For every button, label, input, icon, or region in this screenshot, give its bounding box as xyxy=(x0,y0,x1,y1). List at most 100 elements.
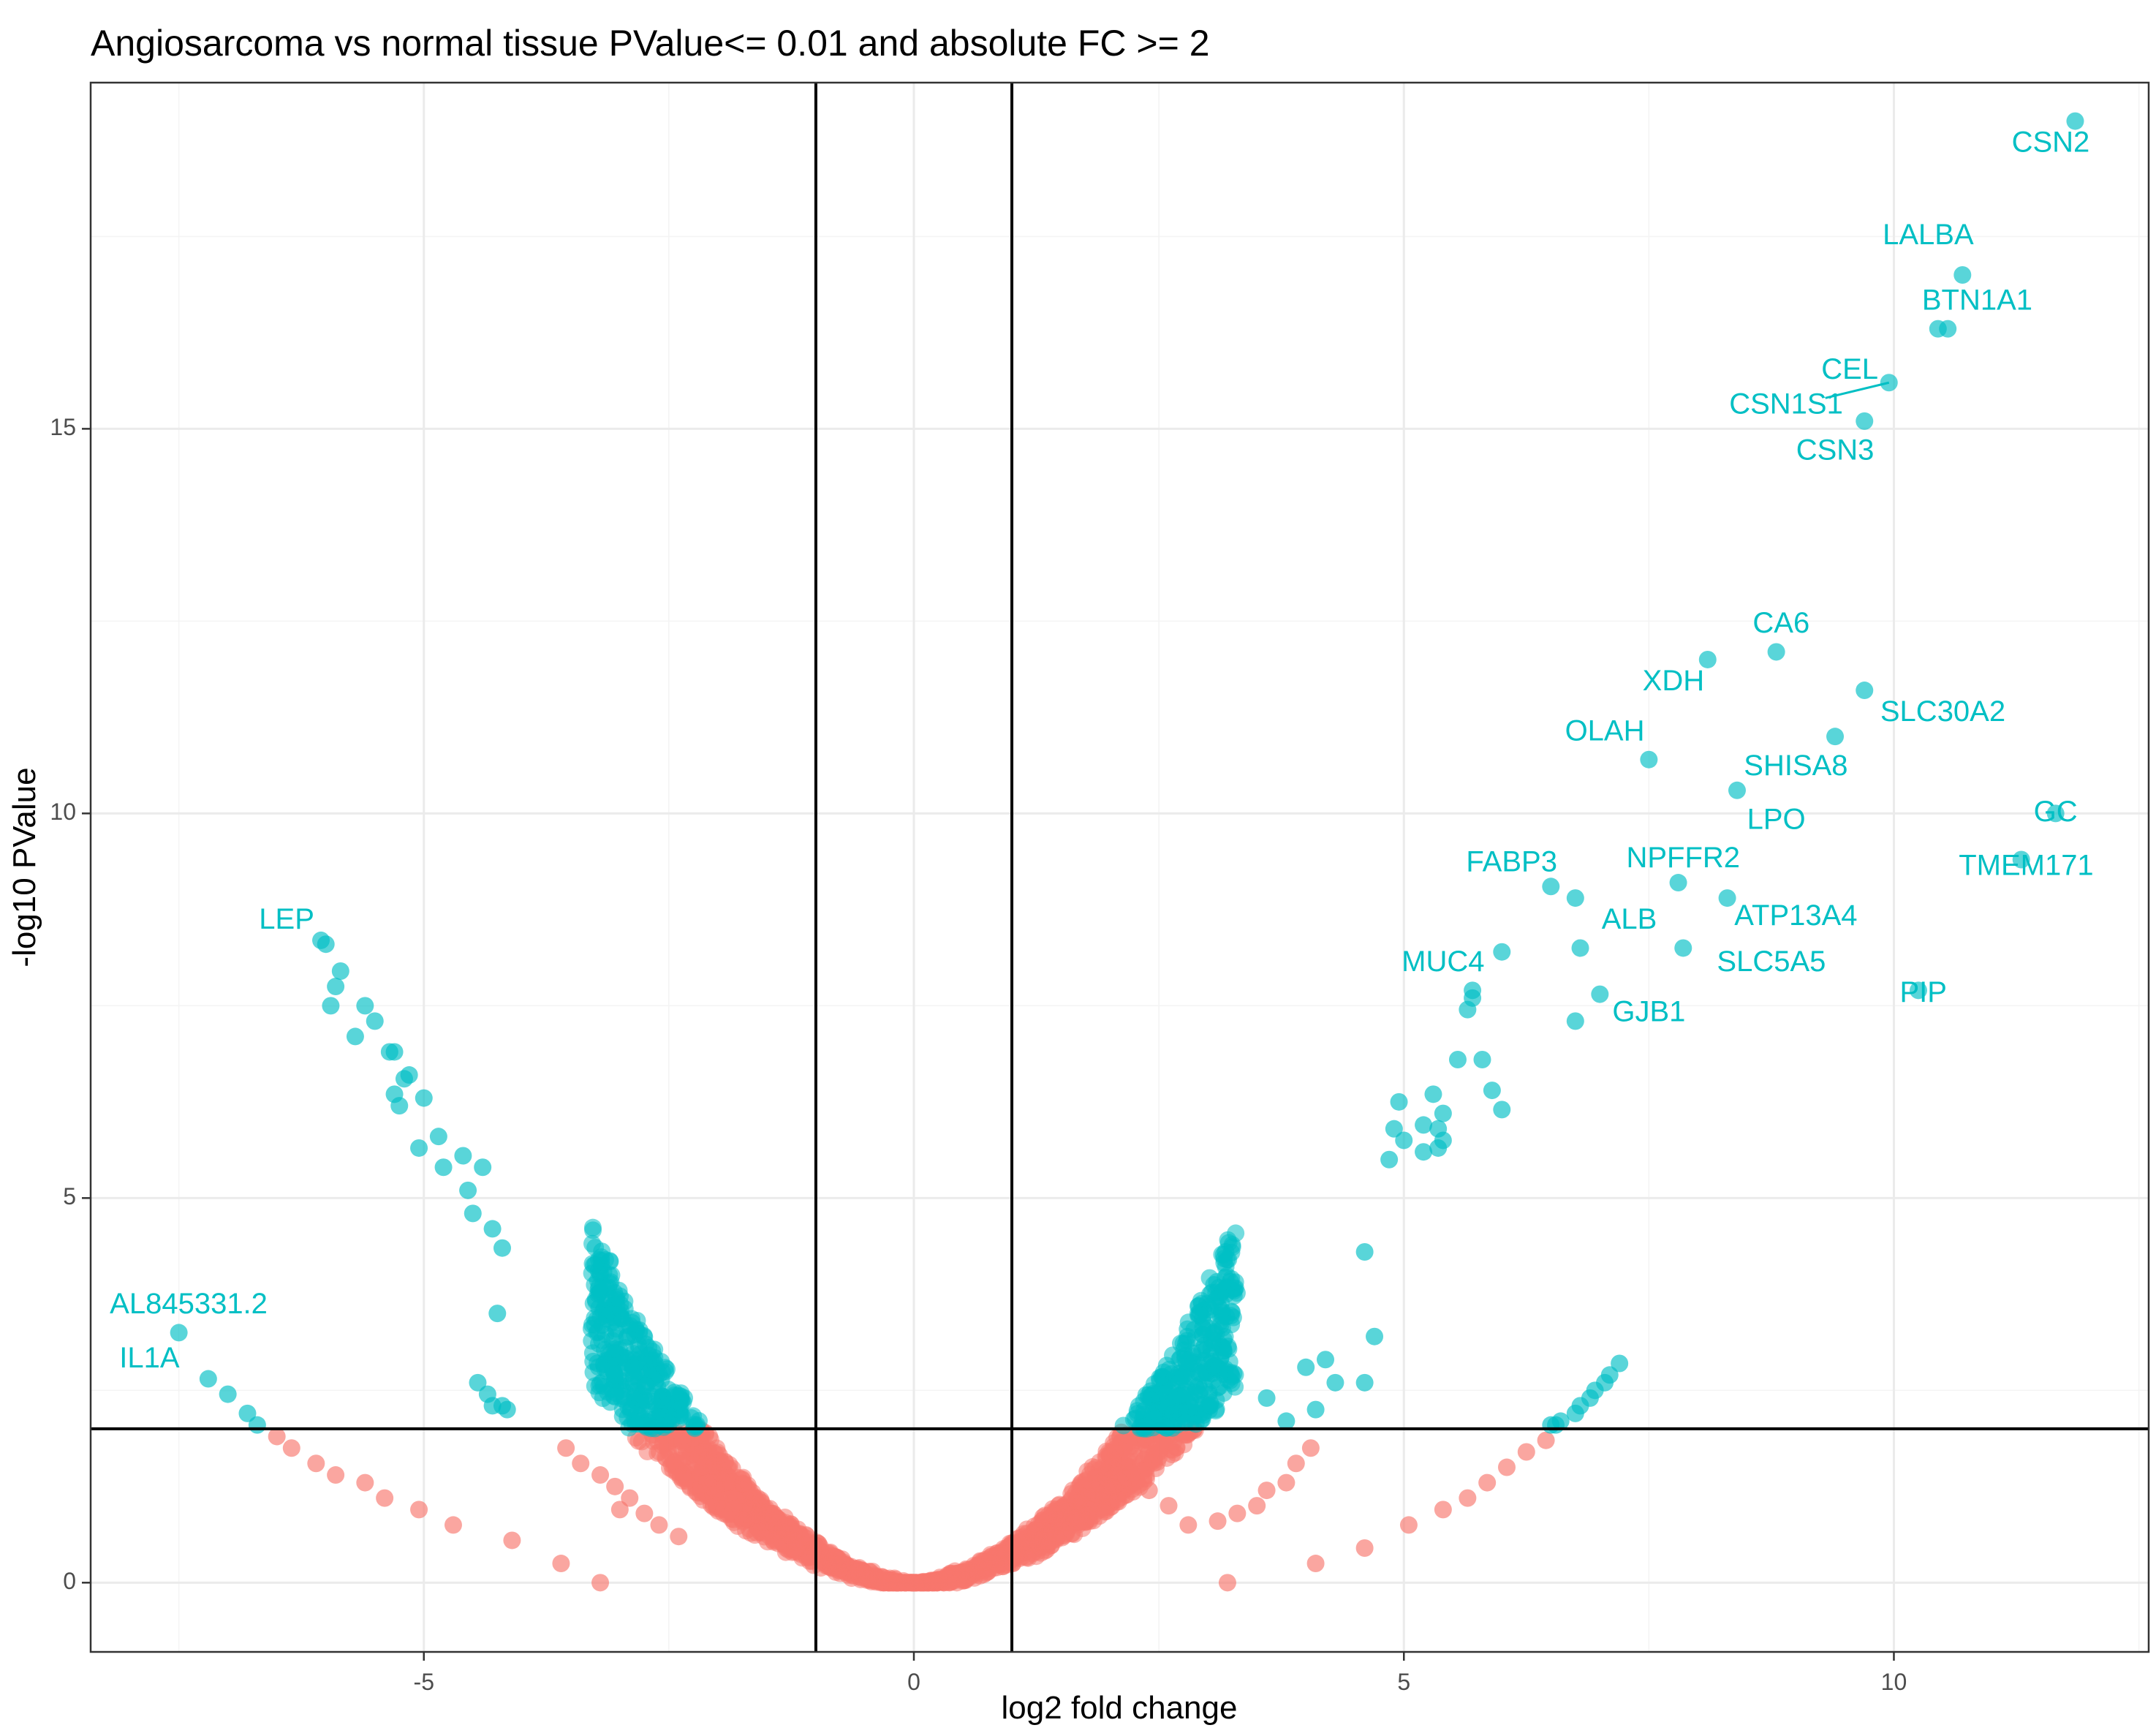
significant-point xyxy=(238,1404,257,1422)
scatter-point xyxy=(704,1486,722,1504)
not_significant-point xyxy=(1257,1482,1276,1500)
gene-label: MUC4 xyxy=(1402,946,1484,978)
not_significant-point xyxy=(557,1439,575,1457)
y-tick-label: 0 xyxy=(63,1568,76,1594)
not-significant-points xyxy=(268,1420,1555,1592)
scatter-point xyxy=(852,1563,870,1581)
scatter-point xyxy=(594,1356,613,1374)
gene-label: GC xyxy=(2034,796,2078,828)
gene-label: TMEM171 xyxy=(1959,850,2094,882)
significant-point xyxy=(2012,850,2030,869)
scatter-point xyxy=(1214,1384,1233,1402)
not_significant-point xyxy=(307,1454,325,1473)
gene-label: PIP xyxy=(1899,976,1946,1008)
label-leader-lines xyxy=(1825,381,1890,399)
significant-point xyxy=(459,1181,477,1199)
not_significant-point xyxy=(552,1555,570,1573)
scatter-point xyxy=(1214,1245,1233,1264)
not_significant-point xyxy=(1218,1574,1236,1592)
significant-point xyxy=(1415,1116,1433,1134)
significant-point xyxy=(434,1158,453,1177)
scatter-point xyxy=(585,1256,603,1275)
panel-border xyxy=(89,81,2150,1653)
scatter-point xyxy=(631,1408,649,1426)
not_significant-point xyxy=(610,1501,629,1519)
gene-label: ATP13A4 xyxy=(1734,899,1857,932)
significant-point xyxy=(170,1324,188,1342)
gene-label: SLC30A2 xyxy=(1880,695,2005,728)
not_significant-point xyxy=(268,1427,286,1446)
significant-point xyxy=(1669,874,1687,892)
scatter-point xyxy=(1015,1533,1033,1551)
y-tick-label: 10 xyxy=(50,799,76,825)
scatter-point xyxy=(657,1448,675,1466)
gene-label: NPFFR2 xyxy=(1626,842,1740,874)
scatter-point xyxy=(1142,1388,1160,1406)
gene-label: CSN3 xyxy=(1796,434,1875,467)
scatter-point xyxy=(1195,1378,1214,1396)
scatter-point xyxy=(1124,1482,1142,1501)
x-axis-ticks: -5 0 5 10 xyxy=(414,1652,1907,1695)
scatter-point xyxy=(639,1355,657,1373)
scatter-point xyxy=(601,1253,619,1271)
not_significant-point xyxy=(356,1473,374,1492)
significant-point xyxy=(1674,939,1692,957)
scatter-point xyxy=(888,1574,907,1592)
scatter-point xyxy=(619,1364,637,1382)
not_significant-point xyxy=(1209,1512,1227,1531)
scatter-point xyxy=(1072,1474,1090,1492)
scatter-point xyxy=(638,1442,657,1460)
scatter-point xyxy=(705,1457,723,1475)
x-axis-title: log2 fold change xyxy=(1002,1690,1238,1726)
significant-point xyxy=(1473,1050,1491,1068)
gene-label: IL1A xyxy=(119,1342,180,1374)
major-gridlines xyxy=(91,83,2149,1652)
significant-point xyxy=(366,1012,384,1030)
not_significant-point xyxy=(1537,1431,1555,1449)
gene-label: CSN1S1 xyxy=(1729,388,1843,420)
significant-point xyxy=(219,1385,237,1403)
significant-point xyxy=(2066,112,2084,130)
significant-point xyxy=(1355,1242,1374,1261)
y-tick-label: 5 xyxy=(63,1183,76,1209)
x-tick-label: 5 xyxy=(1397,1669,1410,1695)
significant-point xyxy=(1434,1104,1452,1122)
gene-label: CSN2 xyxy=(2012,127,2090,159)
chart-title: Angiosarcoma vs normal tissue PValue<= 0… xyxy=(91,23,1210,64)
scatter-point xyxy=(1034,1508,1052,1526)
gene-label: BTN1A1 xyxy=(1922,284,2032,316)
significant-point xyxy=(498,1400,516,1419)
significant-point xyxy=(1547,1416,1565,1434)
scatter-point xyxy=(1144,1450,1162,1468)
significant-point xyxy=(1459,1000,1477,1019)
scatter-point xyxy=(1190,1306,1209,1324)
significant-point xyxy=(1566,1012,1584,1030)
significant-point xyxy=(410,1139,428,1157)
significant-point xyxy=(1698,650,1717,668)
not_significant-point xyxy=(670,1528,688,1546)
significant-point xyxy=(317,935,335,954)
y-axis-ticks: 0 5 10 15 xyxy=(50,414,91,1594)
gene-label: CEL xyxy=(1821,353,1878,385)
not_significant-point xyxy=(591,1466,610,1484)
not_significant-point xyxy=(1355,1539,1374,1557)
not_significant-point xyxy=(1248,1497,1266,1515)
significant-point xyxy=(2046,804,2065,823)
scatter-point xyxy=(1134,1462,1152,1480)
gene-label: LEP xyxy=(259,903,314,935)
significant-point xyxy=(1718,889,1736,907)
significant-point xyxy=(1640,750,1658,769)
significant-point xyxy=(488,1305,507,1323)
not_significant-point xyxy=(1306,1555,1325,1573)
scatter-point xyxy=(668,1463,686,1481)
scatter-point xyxy=(734,1475,752,1493)
scatter-point xyxy=(1079,1509,1097,1528)
significant-point xyxy=(493,1239,511,1257)
scatter-point xyxy=(1128,1402,1146,1420)
significant-point xyxy=(1355,1373,1374,1392)
scatter-point xyxy=(681,1434,699,1452)
significant-point xyxy=(1257,1389,1276,1407)
significant-point xyxy=(1326,1373,1344,1392)
scatter-point xyxy=(785,1532,803,1550)
